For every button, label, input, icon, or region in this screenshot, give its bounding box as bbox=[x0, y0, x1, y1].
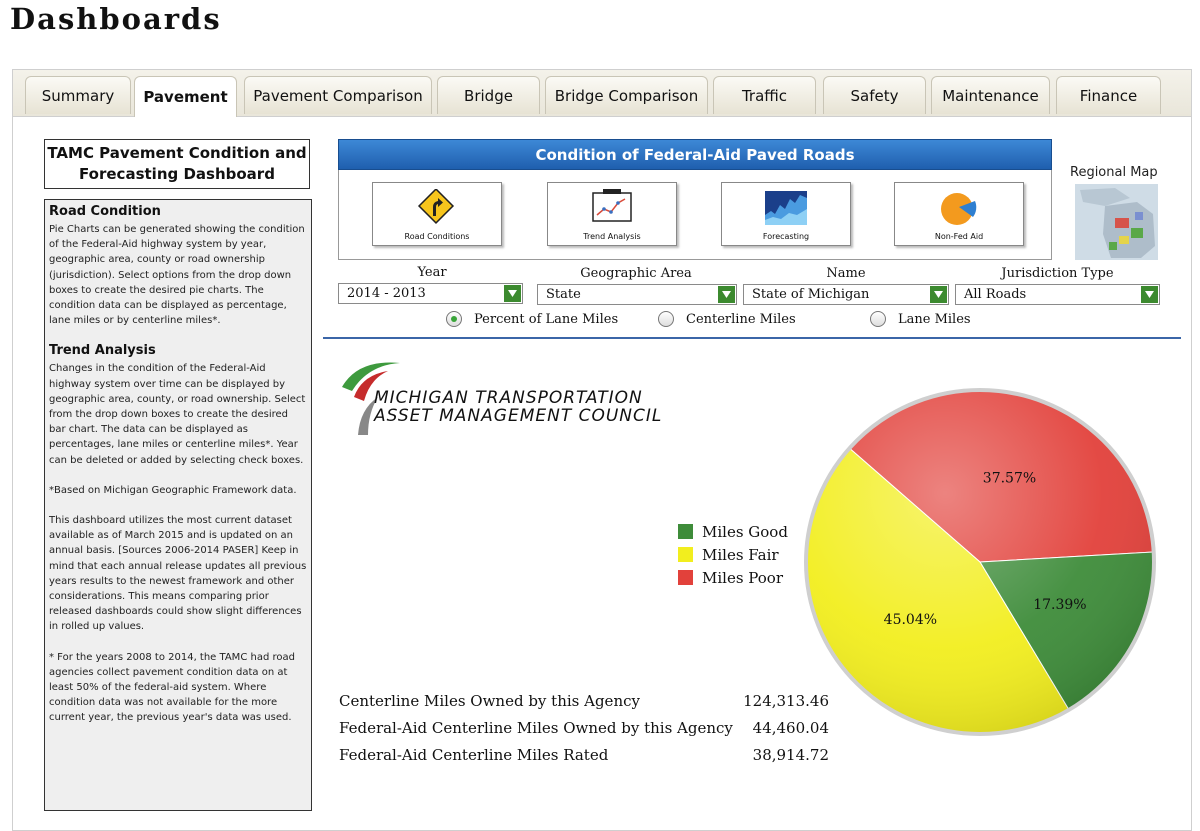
radio-label: Lane Miles bbox=[898, 311, 971, 327]
chevron-down-icon bbox=[1141, 286, 1158, 303]
tab-bridge[interactable]: Bridge bbox=[437, 76, 540, 114]
tab-safety[interactable]: Safety bbox=[823, 76, 926, 114]
legend-item-fair: Miles Fair bbox=[678, 543, 788, 566]
stat-value: 124,313.46 bbox=[743, 692, 829, 710]
road-conditions-caption: Road Conditions bbox=[404, 232, 470, 241]
chart-banner: Condition of Federal-Aid Paved Roads bbox=[338, 139, 1052, 170]
geographic-area-label: Geographic Area bbox=[580, 266, 692, 281]
trend-analysis-heading: Trend Analysis bbox=[49, 343, 156, 359]
legend-label: Miles Good bbox=[702, 522, 788, 541]
road-conditions-button[interactable]: Road Conditions bbox=[372, 182, 502, 246]
road-sign-icon bbox=[417, 189, 455, 225]
stat-label: Centerline Miles Owned by this Agency bbox=[339, 692, 640, 710]
tab-finance[interactable]: Finance bbox=[1056, 76, 1161, 114]
tab-maintenance[interactable]: Maintenance bbox=[931, 76, 1050, 114]
legend-label: Miles Fair bbox=[702, 545, 779, 564]
stat-value: 38,914.72 bbox=[752, 746, 829, 764]
framework-note: *Based on Michigan Geographic Framework … bbox=[49, 484, 297, 496]
year-label: Year bbox=[417, 265, 447, 280]
legend-item-good: Miles Good bbox=[678, 520, 788, 543]
year-value: 2014 - 2013 bbox=[347, 286, 426, 301]
non-fed-aid-button[interactable]: Non-Fed Aid bbox=[894, 182, 1024, 246]
years-note: * For the years 2008 to 2014, the TAMC h… bbox=[49, 651, 295, 724]
tab-pavement-comparison[interactable]: Pavement Comparison bbox=[244, 76, 432, 114]
stat-label: Federal-Aid Centerline Miles Owned by th… bbox=[339, 719, 733, 737]
name-select[interactable]: State of Michigan bbox=[743, 284, 949, 305]
name-label: Name bbox=[826, 266, 866, 281]
divider bbox=[323, 337, 1181, 339]
logo-swoosh-icon bbox=[342, 362, 400, 435]
regional-map-label: Regional Map bbox=[1070, 165, 1158, 180]
stat-label: Federal-Aid Centerline Miles Rated bbox=[339, 746, 609, 764]
stat-value: 44,460.04 bbox=[752, 719, 829, 737]
legend-label: Miles Poor bbox=[702, 568, 784, 587]
jurisdiction-type-select[interactable]: All Roads bbox=[955, 284, 1160, 305]
road-condition-heading: Road Condition bbox=[49, 204, 161, 219]
geographic-area-value: State bbox=[546, 287, 581, 302]
radio-icon bbox=[870, 311, 886, 327]
pie-slice-label: 45.04% bbox=[884, 612, 937, 628]
legend-swatch bbox=[678, 524, 693, 539]
tab-bar: Summary Pavement Pavement Comparison Bri… bbox=[13, 70, 1191, 117]
trend-analysis-button[interactable]: Trend Analysis bbox=[547, 182, 677, 246]
trend-analysis-text: Changes in the condition of the Federal-… bbox=[49, 363, 306, 466]
chart-legend: Miles Good Miles Fair Miles Poor bbox=[678, 520, 788, 589]
regional-map-thumbnail[interactable] bbox=[1075, 184, 1158, 260]
mtamc-logo: MICHIGAN TRANSPORTATION ASSET MANAGEMENT… bbox=[338, 357, 678, 437]
radio-label: Centerline Miles bbox=[686, 311, 796, 327]
forecast-chart-icon bbox=[765, 191, 807, 225]
pie-icon bbox=[941, 193, 977, 225]
jurisdiction-type-label: Jurisdiction Type bbox=[1001, 266, 1114, 281]
year-select[interactable]: 2014 - 2013 bbox=[338, 283, 523, 304]
forecasting-button[interactable]: Forecasting bbox=[721, 182, 851, 246]
trend-chart-icon bbox=[592, 189, 632, 222]
legend-item-poor: Miles Poor bbox=[678, 566, 788, 589]
tab-bridge-comparison[interactable]: Bridge Comparison bbox=[545, 76, 708, 114]
radio-icon bbox=[658, 311, 674, 327]
tab-summary[interactable]: Summary bbox=[25, 76, 131, 114]
chevron-down-icon bbox=[718, 286, 735, 303]
radio-label: Percent of Lane Miles bbox=[474, 311, 619, 327]
pie-slice-label: 17.39% bbox=[1033, 597, 1086, 613]
radio-lane-miles[interactable]: Lane Miles bbox=[870, 311, 971, 327]
logo-line-2: ASSET MANAGEMENT COUNCIL bbox=[374, 406, 663, 426]
info-panel: Road Condition Pie Charts can be generat… bbox=[44, 199, 312, 811]
jurisdiction-type-value: All Roads bbox=[964, 287, 1027, 302]
stat-row: Federal-Aid Centerline Miles Rated 38,91… bbox=[339, 746, 829, 773]
dataset-note: This dashboard utilizes the most current… bbox=[49, 515, 307, 633]
name-value: State of Michigan bbox=[752, 287, 870, 302]
radio-selected-icon bbox=[446, 311, 462, 327]
tab-pavement[interactable]: Pavement bbox=[134, 76, 237, 117]
pie-gloss bbox=[804, 388, 1156, 736]
trend-analysis-caption: Trend Analysis bbox=[583, 232, 641, 241]
geographic-area-select[interactable]: State bbox=[537, 284, 737, 305]
road-condition-text: Pie Charts can be generated showing the … bbox=[49, 224, 305, 327]
legend-swatch bbox=[678, 570, 693, 585]
legend-swatch bbox=[678, 547, 693, 562]
forecasting-caption: Forecasting bbox=[762, 232, 810, 241]
radio-centerline-miles[interactable]: Centerline Miles bbox=[658, 311, 796, 327]
dashboard-title: TAMC Pavement Condition and Forecasting … bbox=[44, 139, 310, 189]
stat-row: Federal-Aid Centerline Miles Owned by th… bbox=[339, 719, 829, 746]
radio-percent-lane-miles[interactable]: Percent of Lane Miles bbox=[446, 311, 618, 327]
non-fed-aid-caption: Non-Fed Aid bbox=[934, 232, 984, 241]
stat-row: Centerline Miles Owned by this Agency 12… bbox=[339, 692, 829, 719]
condition-pie-chart: 37.57% 17.39% 45.04% bbox=[804, 388, 1156, 736]
logo-line-1: MICHIGAN TRANSPORTATION bbox=[374, 388, 643, 408]
page-title: Dashboards bbox=[10, 2, 222, 36]
tab-traffic[interactable]: Traffic bbox=[713, 76, 816, 114]
view-selector: Road Conditions Trend Analysis Forecasti… bbox=[338, 170, 1052, 260]
mileage-stats: Centerline Miles Owned by this Agency 12… bbox=[339, 692, 829, 773]
pie-slice-label: 37.57% bbox=[983, 470, 1036, 486]
chevron-down-icon bbox=[930, 286, 947, 303]
chevron-down-icon bbox=[504, 285, 521, 302]
